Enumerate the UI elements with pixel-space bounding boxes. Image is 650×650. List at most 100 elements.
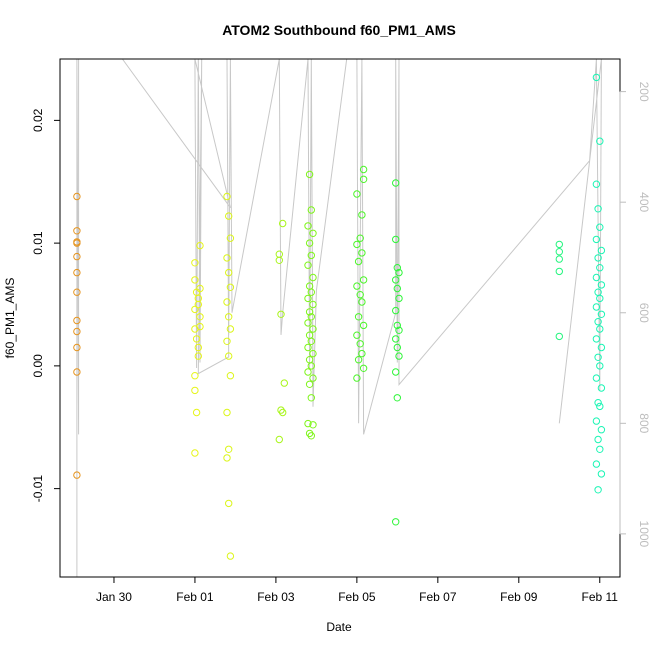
data-point [226,283,235,291]
data-point [223,454,231,462]
data-point [223,298,231,306]
data-point [307,313,315,321]
data-point [353,240,361,249]
data-point [226,325,235,333]
data-point [392,518,400,526]
data-point [597,470,606,478]
data-point [73,368,81,376]
data-point [395,352,403,360]
data-point [192,408,201,417]
data-point [191,449,199,457]
data-point [392,179,400,187]
x-tick-label: Feb 11 [582,590,619,604]
data-point [393,343,401,352]
y-tick-label: -0.01 [31,475,45,503]
data-point [309,325,317,333]
data-point [223,192,231,201]
data-point [191,386,199,395]
data-point [307,288,315,296]
data-point [592,73,601,82]
data-point [596,362,604,370]
data-point [307,337,315,345]
y-axis: -0.01 0.00 0.01 0.02 [31,108,60,502]
data-point [223,254,231,262]
data-point [192,335,201,343]
data-point [309,374,317,382]
data-point [305,308,314,316]
data-point [359,165,368,174]
data-point [73,227,81,235]
x-tick-label: Jan 30 [96,590,132,604]
data-point [596,223,604,231]
data-point [395,268,403,277]
data-point [305,170,314,179]
data-point [307,394,315,402]
data-point [307,251,315,260]
data-point [304,294,312,303]
data-point [592,273,601,282]
data-point [191,276,199,284]
data-point [73,471,81,479]
data-point [354,313,363,321]
y-tick-label: 0.00 [31,354,45,378]
data-point [305,380,314,388]
data-point [304,368,312,376]
data-point [592,303,601,311]
data-point [354,257,363,266]
data-point [358,249,366,257]
data-point [309,421,317,429]
data-point [307,362,315,370]
data-point [275,256,283,264]
data-point [555,240,563,249]
y-tick-label: 0.01 [31,231,45,255]
x-axis: Jan 30 Feb 01 Feb 03 Feb 05 Feb 07 Feb 09 Feb … [96,577,618,604]
data-point [304,319,312,327]
data-point [358,298,366,306]
data-point [225,445,233,453]
data-point [597,310,606,318]
data-point [594,486,602,494]
data-point [393,284,401,293]
data-point [226,234,235,242]
data-point [592,417,601,425]
data-point [594,254,602,262]
data-point [359,276,368,284]
chart-title: ATOM2 Southbound f60_PM1_AMS [222,22,456,38]
data-point [191,259,199,267]
data-point [304,343,312,352]
data-point [194,300,203,309]
data-point [225,212,233,220]
data-point [356,291,364,299]
data-point [194,343,203,352]
data-point [304,261,312,269]
data-point [353,282,361,290]
data-point [555,332,563,341]
data-point [393,264,401,272]
data-point [354,356,363,364]
y-axis-label: f60_PM1_AMS [3,278,17,359]
data-point [223,408,231,417]
data-point [73,343,81,352]
data-point [359,364,368,372]
data-point [353,374,361,382]
data-point [358,211,366,219]
data-point [594,318,602,326]
y2-tick-label: 600 [637,303,650,323]
y2-tick-label: 800 [637,413,650,433]
data-point [597,426,606,434]
data-point [73,327,81,336]
x-axis-label: Date [326,620,352,634]
data-point [225,268,233,277]
data-point [392,306,400,315]
data-point [309,273,317,282]
data-point [596,402,604,411]
data-point [592,235,601,244]
data-point [596,264,604,272]
data-point [555,248,563,256]
data-point [73,268,81,277]
data-point [597,246,606,255]
data-point [555,267,563,276]
data-point [356,234,364,242]
data-point [277,310,285,318]
